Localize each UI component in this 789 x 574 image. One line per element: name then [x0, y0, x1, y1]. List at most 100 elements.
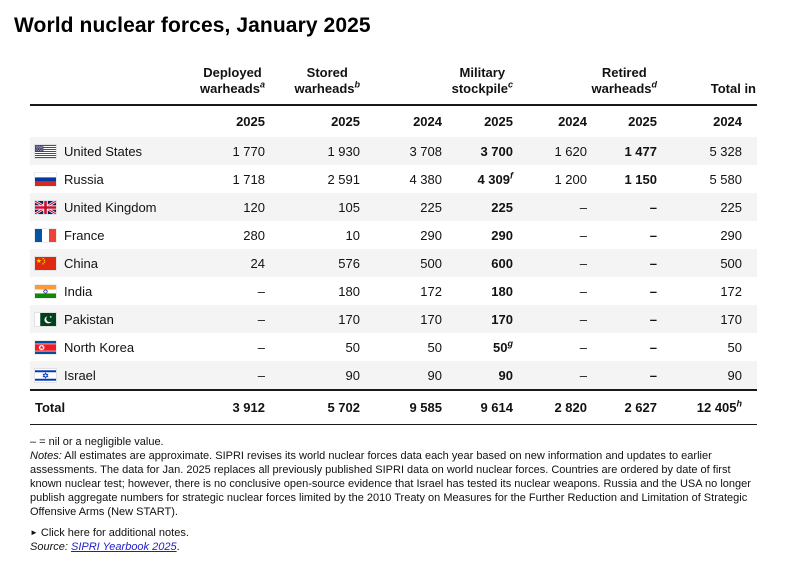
cell-stockpile-2025: 90 [498, 367, 513, 383]
dash-legend: – = nil or a negligible value. [30, 436, 164, 448]
cell-stockpile-2025: 600 [491, 255, 513, 271]
year-deployed: 2025 [180, 104, 265, 137]
cell-total-2024: 172 [720, 283, 743, 299]
cell-deployed: – [257, 283, 265, 299]
year-retired-2024: 2024 [513, 104, 587, 137]
table-row-north-korea: North Korea – 50 50 50g – – 50 [30, 333, 757, 361]
country-name: United Kingdom [64, 199, 157, 215]
france-flag-icon [35, 228, 56, 242]
triangle-icon: ► [30, 528, 38, 537]
country-name: Israel [64, 367, 96, 383]
year-stockpile-2025: 2025 [442, 104, 513, 137]
cell-retired-2025: – [649, 283, 658, 299]
cell-retired-2025: – [649, 227, 658, 243]
source-line: Source: SIPRI Yearbook 2025. [30, 540, 759, 554]
source-suffix: . [176, 541, 180, 553]
cell-deployed: 3 912 [180, 389, 265, 425]
cell-stockpile-2025: 290 [491, 227, 513, 243]
cell-retired-2024: – [579, 283, 587, 299]
country-name: United States [64, 143, 143, 159]
cell-retired-2025: – [649, 255, 658, 271]
footnote-f-marker: f [510, 170, 513, 181]
cell-total-2024: 170 [720, 311, 743, 327]
cell-stored: 170 [338, 311, 360, 327]
col-header-deployed-warheads: Deployed warheadsa [200, 65, 265, 96]
footnote-a-marker: a [259, 79, 265, 90]
additional-notes-line: ► Click here for additional notes. [30, 526, 759, 540]
cell-total-2024: 50 [727, 339, 743, 355]
cell-stockpile-2025: 3 700 [480, 143, 513, 159]
cell-stored: 50 [345, 339, 360, 355]
cell-retired-2024: – [579, 199, 587, 215]
year-retired-2025: 2025 [587, 104, 658, 137]
table-row-france: France 280 10 290 290 – – 290 [30, 221, 757, 249]
china-flag-icon [35, 256, 56, 270]
north-korea-flag-icon [35, 340, 56, 354]
total-label: Total [30, 389, 180, 425]
cell-stockpile-2024: 50 [427, 339, 442, 355]
footnote-h-marker: h [736, 398, 743, 409]
cell-stored: 90 [345, 367, 360, 383]
col-header-total-inventory: Total in [710, 81, 757, 96]
cell-retired-2025: 2 627 [587, 389, 658, 425]
cell-retired-2025: 1 150 [624, 171, 658, 187]
cell-stockpile-2025: 180 [491, 283, 513, 299]
cell-stored: 576 [338, 255, 360, 271]
cell-stockpile-2024: 90 [427, 367, 442, 383]
footnote-c-marker: c [507, 79, 513, 90]
table-row-china: China 24 576 500 600 – – 500 [30, 249, 758, 277]
cell-stockpile-2024: 225 [420, 199, 442, 215]
cell-stored: 180 [338, 283, 360, 299]
cell-retired-2025: – [649, 311, 658, 327]
table-row-india: India – 180 172 180 – – 172 [30, 277, 757, 305]
source-label: Source: [30, 541, 68, 553]
source-link[interactable]: SIPRI Yearbook 2025 [70, 541, 177, 553]
additional-notes-link[interactable]: Click here for additional notes. [40, 527, 189, 539]
footnote-d-marker: d [651, 79, 658, 90]
footnote-b-marker: b [354, 79, 361, 90]
cell-retired-2025: – [649, 367, 658, 383]
notes-paragraph: Notes: All estimates are approximate. SI… [30, 449, 759, 519]
notes-text: All estimates are approximate. SIPRI rev… [30, 450, 751, 518]
table-row-united-kingdom: United Kingdom 120 105 225 225 – – 225 [30, 193, 758, 221]
cell-stockpile-2025: 9 614 [442, 389, 513, 425]
cell-stored: 2 591 [327, 171, 360, 187]
country-name: Pakistan [64, 311, 114, 327]
cell-retired-2025: – [649, 199, 658, 215]
cell-stored: 1 930 [327, 143, 360, 159]
cell-total-2024: 500 [720, 255, 743, 271]
notes-label: Notes: [30, 450, 62, 462]
table-row-united-states: United States 1 770 1 930 3 708 3 700 1 … [30, 137, 758, 165]
footnotes: – = nil or a negligible value. Notes: Al… [30, 435, 759, 554]
russia-flag-icon [35, 172, 56, 186]
cell-total-2024: 225 [720, 199, 743, 215]
cell-deployed: 24 [250, 255, 265, 271]
year-stockpile-2024: 2024 [360, 104, 442, 137]
country-name: China [64, 255, 98, 271]
col-header-military-stockpile: Military stockpilec [451, 65, 513, 96]
cell-stockpile-2024: 170 [420, 311, 442, 327]
page-title: World nuclear forces, January 2025 [14, 14, 371, 37]
nuclear-forces-table: Deployed warheadsa Stored warheadsb Milita… [30, 65, 758, 425]
table-row-russia: Russia 1 718 2 591 4 380 4 309f 1 200 1 … [30, 165, 757, 193]
cell-retired-2025: 1 477 [624, 143, 658, 159]
cell-retired-2025: – [649, 339, 658, 355]
cell-deployed: – [257, 367, 265, 383]
cell-stockpile-2024: 172 [420, 283, 442, 299]
cell-stockpile-2025: 50g [493, 338, 513, 355]
cell-retired-2024: – [579, 339, 587, 355]
cell-stockpile-2024: 9 585 [360, 389, 442, 425]
year-header-empty [30, 104, 180, 137]
pakistan-flag-icon [35, 312, 56, 326]
year-header-row: 2025 2025 2024 2025 2024 2025 2024 [30, 104, 758, 137]
cell-deployed: 1 770 [232, 143, 265, 159]
year-stored: 2025 [265, 104, 360, 137]
cell-stockpile-2025: 225 [491, 199, 513, 215]
cell-stored: 10 [345, 227, 360, 243]
united-kingdom-flag-icon [35, 200, 56, 214]
cell-stockpile-2024: 290 [420, 227, 442, 243]
cell-total-2024: 12 405h [657, 389, 758, 425]
column-group-header-row: Deployed warheadsa Stored warheadsb Milita… [30, 65, 757, 105]
cell-deployed: – [257, 339, 265, 355]
cell-total-2024: 5 328 [709, 143, 743, 159]
